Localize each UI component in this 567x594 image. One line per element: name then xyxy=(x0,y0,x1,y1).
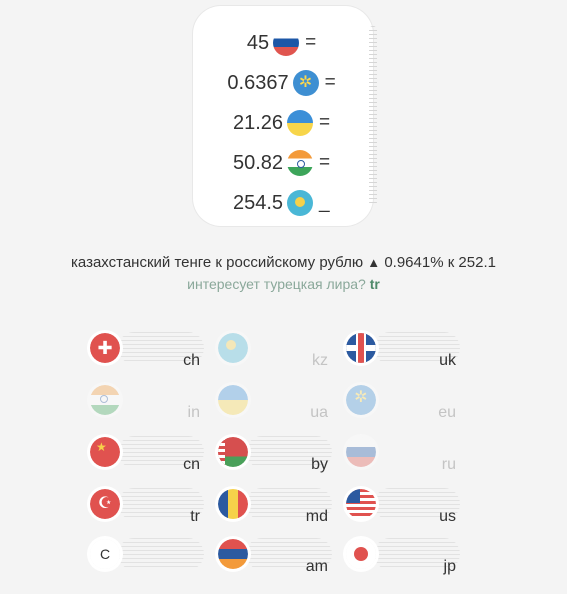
belarus-flag-icon xyxy=(218,437,248,467)
currency-code: us xyxy=(439,508,456,525)
decor-lines xyxy=(246,488,332,520)
value-ru[interactable]: 45 xyxy=(246,31,270,54)
moldova-flag-icon xyxy=(218,489,248,519)
currency-code: ru xyxy=(441,456,456,473)
currency-code: jp xyxy=(443,558,456,575)
value-in[interactable]: 50.82 xyxy=(232,151,284,174)
equals-sign: = xyxy=(319,152,331,173)
letter-c-icon: C xyxy=(90,539,120,569)
currency-code: am xyxy=(305,558,328,575)
currency-code: md xyxy=(305,508,328,525)
value-kz[interactable]: 254.5 xyxy=(232,191,284,214)
currency-us[interactable]: us xyxy=(346,484,464,525)
converter-row-ru[interactable]: 45 = xyxy=(193,28,373,58)
usa-flag-icon xyxy=(346,489,376,519)
currency-code: cn xyxy=(183,456,200,473)
currency-code: kz xyxy=(312,352,328,369)
rate-info-text: казахстанский тенге к российскому рублю xyxy=(71,254,364,271)
currency-by[interactable]: by xyxy=(218,432,336,473)
russia-flag-icon xyxy=(273,30,300,56)
currency-kz[interactable]: kz xyxy=(218,328,336,369)
ukraine-flag-icon xyxy=(218,385,248,415)
decor-lines xyxy=(374,332,460,364)
decor-lines xyxy=(246,538,332,570)
letter-c: C xyxy=(90,539,120,569)
switzerland-flag-icon xyxy=(90,333,120,363)
currency-c[interactable]: C xyxy=(90,534,208,574)
decor-lines xyxy=(118,538,204,570)
rate-change: 0.9641% к 252.1 xyxy=(384,254,496,271)
kazakhstan-flag-icon xyxy=(287,190,314,216)
india-flag-icon xyxy=(90,385,120,415)
decor-lines xyxy=(374,488,460,520)
currency-am[interactable]: am xyxy=(218,534,336,575)
currency-ch[interactable]: ch xyxy=(90,328,208,369)
input-cursor: _ xyxy=(319,192,330,213)
currency-eu[interactable]: eu xyxy=(346,380,464,421)
up-arrow-icon: ▲ xyxy=(367,255,381,270)
armenia-flag-icon xyxy=(218,539,248,569)
value-ua[interactable]: 21.26 xyxy=(232,111,284,134)
india-flag-icon xyxy=(287,150,314,176)
currency-ua[interactable]: ua xyxy=(218,380,336,421)
converter-card: 45 = 0.6367 = 21.26 = 50.82 = 254.5 _ xyxy=(193,6,377,226)
equals-sign: = xyxy=(324,72,336,93)
suggestion-link[interactable]: tr xyxy=(369,276,380,292)
decor-lines xyxy=(374,538,460,570)
currency-code: eu xyxy=(438,404,456,421)
converter-row-in[interactable]: 50.82 = xyxy=(193,148,373,178)
currency-ru[interactable]: ru xyxy=(346,432,464,473)
converter-row-ua[interactable]: 21.26 = xyxy=(193,108,373,138)
decor-lines xyxy=(118,332,204,364)
currency-tr[interactable]: tr xyxy=(90,484,208,525)
russia-flag-icon xyxy=(346,437,376,467)
equals-sign: = xyxy=(319,112,331,133)
ukraine-flag-icon xyxy=(287,110,314,136)
equals-sign: = xyxy=(305,32,317,53)
currency-code: ua xyxy=(310,404,328,421)
rate-info: казахстанский тенге к российскому рублю … xyxy=(0,254,567,271)
currency-code: ch xyxy=(183,352,200,369)
eu-flag-icon xyxy=(346,385,376,415)
currency-jp[interactable]: jp xyxy=(346,534,464,575)
currency-code: by xyxy=(311,456,328,473)
currency-in[interactable]: in xyxy=(90,380,208,421)
decor-lines xyxy=(246,436,332,468)
decor-lines xyxy=(118,488,204,520)
currency-code: uk xyxy=(439,352,456,369)
currency-md[interactable]: md xyxy=(218,484,336,525)
eu-flag-icon xyxy=(292,70,319,96)
currency-code: tr xyxy=(190,508,200,525)
value-eu[interactable]: 0.6367 xyxy=(227,71,289,94)
currency-grid: ch kz uk in ua eu cn by ru xyxy=(90,328,470,578)
decor-lines xyxy=(118,436,204,468)
suggestion-text: интересует турецкая лира? xyxy=(187,276,366,292)
china-flag-icon xyxy=(90,437,120,467)
turkey-flag-icon xyxy=(90,489,120,519)
converter-row-kz[interactable]: 254.5 _ xyxy=(193,188,373,218)
suggestion: интересует турецкая лира? tr xyxy=(0,276,567,292)
uk-flag-icon xyxy=(346,333,376,363)
currency-uk[interactable]: uk xyxy=(346,328,464,369)
kazakhstan-flag-icon xyxy=(218,333,248,363)
currency-cn[interactable]: cn xyxy=(90,432,208,473)
japan-flag-icon xyxy=(346,539,376,569)
converter-row-eu[interactable]: 0.6367 = xyxy=(193,68,373,98)
currency-code: in xyxy=(187,404,200,421)
